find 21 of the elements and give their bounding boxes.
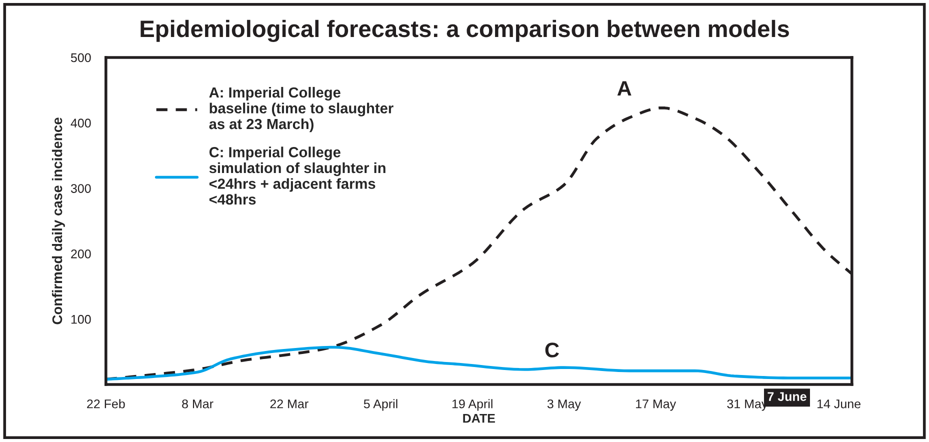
legend-label: C: Imperial College simulation of slaughter in <24hrs + adjacent farms <48hrs: [209, 146, 386, 205]
x-tick-label: 3 May: [547, 399, 581, 411]
y-tick-label: 400: [70, 118, 91, 128]
x-tick-label: 22 Feb: [87, 399, 125, 408]
y-tick-label: 500: [70, 53, 91, 62]
x-tick-label: 5 April: [364, 399, 398, 411]
annotation: A: [617, 81, 632, 96]
text: 7 June: [768, 392, 806, 401]
y-axis-title: Confirmed daily case incidence: [52, 118, 65, 324]
annotation: C: [545, 342, 559, 358]
chart-title: Epidemiological forecasts: a comparison between models: [140, 20, 789, 42]
x-tick-label: 14 June: [818, 400, 860, 408]
x-tick-label: 8 Mar: [182, 399, 214, 408]
x-tick-label: 22 Mar: [270, 399, 308, 408]
y-tick-label: 300: [70, 184, 91, 193]
y-tick-label: 200: [71, 250, 91, 258]
y-tick-label: 100: [71, 314, 91, 324]
x-axis-title: DATE: [463, 414, 495, 423]
legend-label: A: Imperial College baseline (time to slaughter as at 23 March): [209, 86, 394, 132]
x-tick-label: 17 May: [636, 400, 676, 411]
x-tick-label: 19 April: [452, 399, 492, 411]
